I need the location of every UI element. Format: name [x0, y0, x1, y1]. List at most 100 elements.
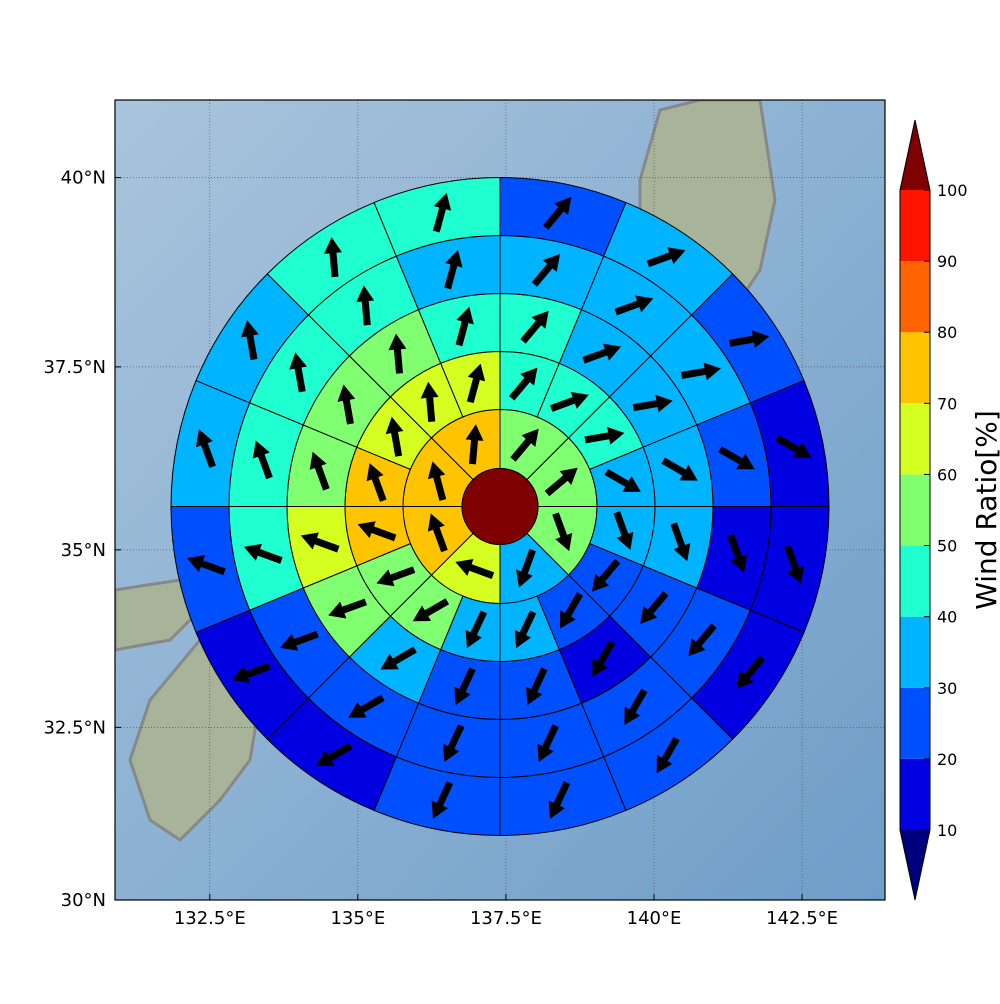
wind-arrow — [544, 467, 578, 497]
wind-arrow — [592, 640, 616, 677]
wind-arrow — [243, 543, 283, 564]
y-tick-label: 40°N — [61, 168, 106, 189]
wind-arrow — [509, 367, 538, 401]
wind-arrow — [465, 610, 488, 649]
wind-arrow — [388, 333, 407, 374]
colorbar: 10 20 30 40 50 60 70 80 90 100 Wind Ratio[%] — [899, 119, 1000, 901]
wind-arrow — [455, 559, 495, 579]
wind-arrow — [548, 781, 571, 819]
wind-arrow — [584, 426, 625, 445]
wind-arrow — [727, 533, 748, 573]
wind-arrow — [514, 610, 537, 649]
wind-arrow — [465, 424, 484, 465]
x-tick-label: 137.5°E — [470, 908, 542, 929]
wind-arrow — [680, 362, 721, 381]
wind-arrow — [736, 655, 765, 689]
wind-arrow — [516, 548, 536, 588]
wind-arrow — [624, 688, 648, 726]
basemap — [115, 100, 885, 900]
colorbar-tick-label: 20 — [937, 750, 957, 769]
wind-arrow — [316, 742, 353, 766]
wind-arrow — [552, 512, 573, 552]
colorbar-segment — [900, 403, 930, 475]
colorbar-under — [900, 830, 930, 900]
y-tick-label: 37.5°N — [43, 357, 106, 378]
wind-arrow — [289, 352, 307, 393]
wind-arrow — [444, 249, 463, 290]
wind-arrow — [455, 306, 474, 347]
colorbar-tick-label: 40 — [937, 608, 957, 627]
wind-arrow — [604, 468, 641, 492]
wind-arrow — [195, 429, 216, 468]
wind-arrow — [632, 394, 673, 413]
wind-arrow — [582, 343, 622, 364]
center-disc — [461, 467, 539, 545]
colorbar-segment — [900, 616, 930, 688]
wind-arrow — [591, 558, 621, 592]
colorbar-tick-label: 90 — [937, 252, 957, 271]
wind-arrow — [613, 511, 634, 550]
wind-arrow — [385, 416, 404, 457]
wind-arrow — [542, 196, 572, 230]
wind-arrow — [729, 330, 770, 348]
y-tick-label: 35°N — [61, 540, 106, 561]
colorbar-tick-label: 50 — [937, 537, 957, 556]
colorbar-segment — [900, 545, 930, 617]
wind-arrow — [432, 192, 452, 233]
colorbar-segment — [900, 758, 930, 830]
wind-arrow — [466, 363, 486, 404]
x-tick-label: 140°E — [627, 908, 682, 929]
wind-arrow — [300, 532, 340, 553]
y-tick-label: 32.5°N — [43, 717, 106, 738]
wind-arrow — [376, 566, 416, 587]
colorbar-tick-label: 70 — [937, 394, 957, 413]
wind-arrow — [328, 598, 368, 619]
wind-arrow — [186, 555, 226, 576]
wind-arrow — [357, 521, 397, 542]
x-tick-label: 142.5°E — [766, 908, 838, 929]
wind-arrow — [526, 667, 548, 706]
wind-arrow — [348, 694, 385, 718]
map-frame — [114, 99, 886, 901]
colorbar-tick-label: 60 — [937, 465, 957, 484]
wind-rose — [170, 176, 830, 836]
wind-arrow — [309, 451, 330, 491]
wind-arrow — [427, 513, 448, 553]
axis-ticks: 132.5°E 135°E 137.5°E 140°E 142.5°E 30°N 32.5°… — [43, 168, 838, 929]
wind-arrow — [427, 461, 447, 501]
wind-arrow — [560, 592, 584, 629]
colorbar-label: Wind Ratio[%] — [970, 410, 1000, 610]
x-tick-label: 132.5°E — [174, 908, 246, 929]
wind-arrow — [775, 434, 812, 458]
wind-arrow — [614, 295, 654, 316]
wind-arrow — [431, 781, 454, 819]
colorbar-segment — [900, 687, 930, 759]
wind-arrow — [688, 623, 717, 657]
colorbar-tick-label: 100 — [937, 181, 968, 200]
wind-arrow — [661, 457, 698, 481]
wind-arrow — [656, 736, 680, 774]
wind-arrow — [231, 663, 271, 683]
wind-arrow — [337, 384, 356, 425]
colorbar-segment — [900, 474, 930, 546]
wind-arrow — [380, 646, 417, 670]
wind-arrow — [412, 598, 450, 622]
land — [115, 578, 202, 652]
wind-arrow — [784, 545, 805, 584]
colorbar-over — [900, 120, 930, 190]
colorbar-tick-label: 80 — [937, 323, 957, 342]
wind-arrow — [510, 428, 539, 462]
wind-arrow — [520, 310, 549, 344]
wind-arrow — [531, 253, 561, 287]
wind-arrow — [670, 522, 691, 562]
wind-arrow — [241, 320, 259, 361]
colorbar-segment — [900, 190, 930, 262]
wind-arrow — [442, 724, 465, 762]
wind-arrow — [356, 285, 375, 326]
wind-arrow — [550, 391, 589, 412]
wind-arrow — [646, 247, 686, 268]
wind-arrow — [366, 463, 387, 502]
colorbar-segment — [900, 332, 930, 404]
y-tick-label: 30°N — [61, 890, 106, 911]
colorbar-tick-label: 10 — [937, 821, 957, 840]
